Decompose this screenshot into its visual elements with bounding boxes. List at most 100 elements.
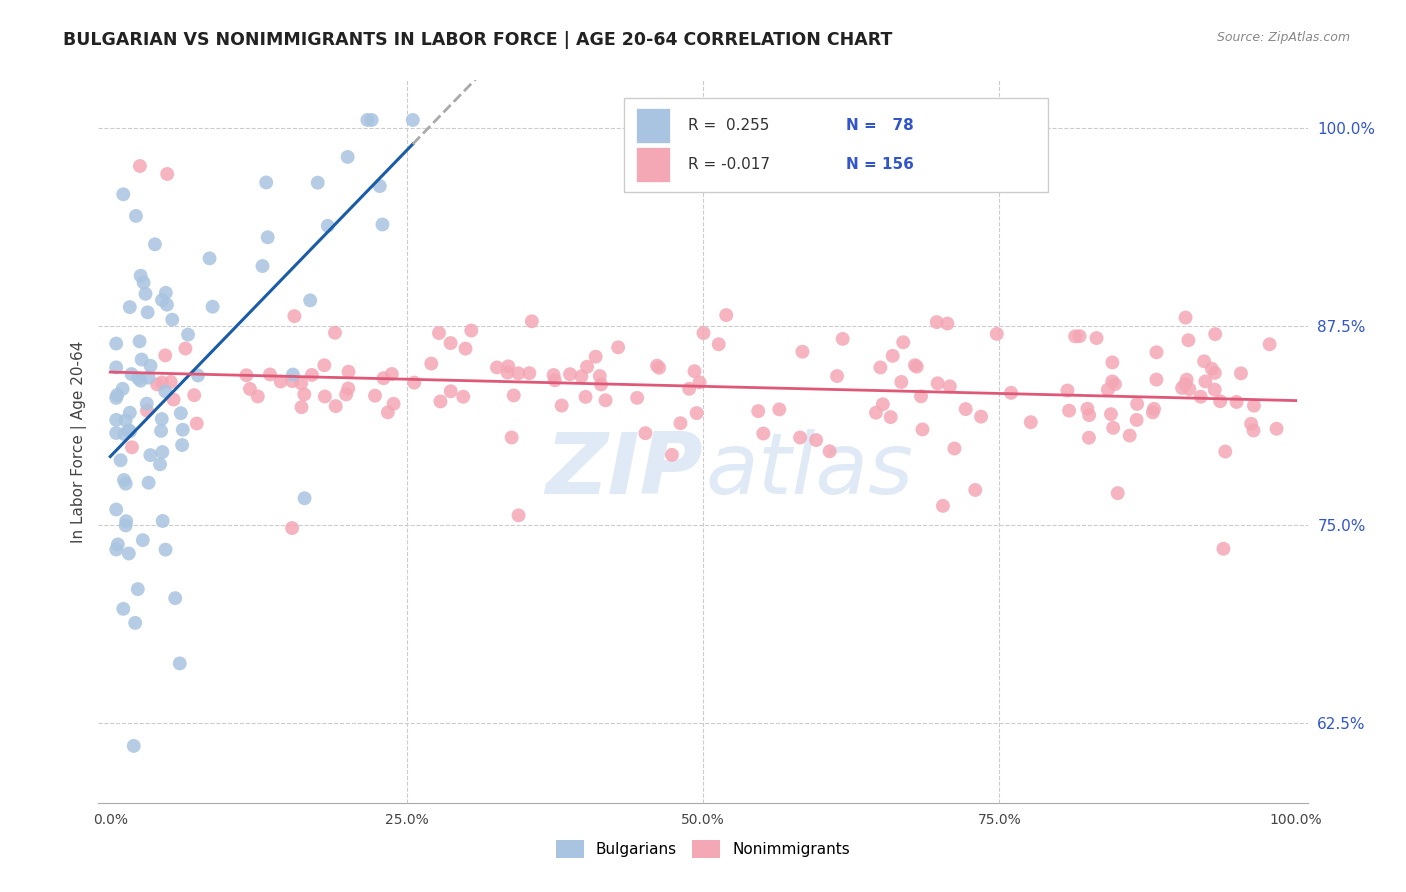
Nonimmigrants [591, 377, 613, 392]
Nonimmigrants [440, 384, 463, 399]
Nonimmigrants [1118, 428, 1140, 442]
Nonimmigrants [558, 367, 581, 381]
Nonimmigrants [174, 342, 197, 356]
Nonimmigrants [932, 499, 955, 513]
Bulgarians [254, 176, 277, 190]
Nonimmigrants [891, 335, 914, 350]
Text: N =   78: N = 78 [845, 119, 914, 133]
Text: R =  0.255: R = 0.255 [689, 119, 770, 133]
Nonimmigrants [1226, 395, 1249, 409]
Nonimmigrants [501, 430, 523, 444]
Bulgarians [138, 475, 160, 490]
Nonimmigrants [692, 326, 714, 340]
Bulgarians [198, 252, 221, 266]
Nonimmigrants [186, 417, 208, 431]
Text: N = 156: N = 156 [845, 157, 914, 172]
Nonimmigrants [1201, 361, 1223, 376]
Nonimmigrants [986, 326, 1008, 341]
FancyBboxPatch shape [624, 98, 1047, 193]
Bulgarians [316, 219, 339, 233]
Nonimmigrants [335, 387, 357, 401]
Nonimmigrants [648, 360, 671, 375]
Nonimmigrants [502, 388, 524, 402]
Nonimmigrants [661, 448, 683, 462]
Bulgarians [105, 336, 128, 351]
Nonimmigrants [831, 332, 853, 346]
Bulgarians [336, 150, 359, 164]
Nonimmigrants [1194, 375, 1216, 389]
Nonimmigrants [789, 430, 811, 444]
Nonimmigrants [1069, 329, 1091, 343]
Nonimmigrants [460, 324, 482, 338]
Nonimmigrants [904, 358, 927, 372]
Nonimmigrants [689, 376, 711, 390]
Nonimmigrants [382, 397, 405, 411]
Nonimmigrants [136, 403, 159, 417]
Text: ZIP: ZIP [546, 429, 703, 512]
Nonimmigrants [911, 422, 934, 436]
Bulgarians [128, 334, 150, 349]
Nonimmigrants [420, 357, 443, 371]
Nonimmigrants [239, 382, 262, 396]
Nonimmigrants [519, 366, 541, 380]
Nonimmigrants [290, 400, 312, 414]
Nonimmigrants [1077, 431, 1099, 445]
Nonimmigrants [337, 365, 360, 379]
Bulgarians [160, 312, 183, 326]
Nonimmigrants [925, 315, 948, 329]
Nonimmigrants [607, 340, 630, 354]
Bulgarians [256, 230, 278, 244]
Nonimmigrants [235, 368, 257, 383]
Nonimmigrants [121, 440, 143, 454]
Nonimmigrants [927, 376, 949, 391]
Nonimmigrants [965, 483, 987, 497]
Bulgarians [135, 396, 157, 410]
Nonimmigrants [427, 326, 450, 340]
Nonimmigrants [626, 391, 648, 405]
Bulgarians [125, 209, 148, 223]
Bulgarians [118, 546, 141, 560]
Nonimmigrants [1057, 403, 1080, 417]
Nonimmigrants [314, 359, 336, 373]
Bulgarians [118, 423, 141, 437]
Nonimmigrants [589, 369, 612, 384]
Bulgarians [402, 113, 425, 128]
Bar [637, 147, 671, 182]
Bulgarians [114, 518, 136, 533]
Bulgarians [281, 368, 304, 382]
Nonimmigrants [543, 368, 565, 382]
Bulgarians [114, 413, 136, 427]
Bulgarians [172, 423, 194, 437]
Nonimmigrants [1177, 333, 1199, 347]
Nonimmigrants [825, 369, 848, 384]
Nonimmigrants [910, 389, 932, 403]
Bulgarians [105, 391, 128, 405]
Nonimmigrants [281, 374, 304, 388]
Nonimmigrants [146, 377, 169, 392]
Nonimmigrants [1104, 377, 1126, 392]
Nonimmigrants [1265, 422, 1288, 436]
Nonimmigrants [634, 426, 657, 441]
Nonimmigrants [451, 390, 474, 404]
Nonimmigrants [1146, 345, 1168, 359]
Bar [637, 109, 671, 143]
Nonimmigrants [1143, 401, 1166, 416]
Nonimmigrants [872, 397, 894, 411]
Nonimmigrants [1192, 354, 1215, 368]
Nonimmigrants [377, 405, 399, 419]
Nonimmigrants [747, 404, 769, 418]
Nonimmigrants [1099, 407, 1122, 421]
Bulgarians [371, 218, 394, 232]
Nonimmigrants [1243, 399, 1265, 413]
Nonimmigrants [1212, 541, 1234, 556]
Bulgarians [165, 591, 187, 606]
Text: atlas: atlas [706, 429, 914, 512]
Nonimmigrants [301, 368, 323, 382]
Nonimmigrants [1078, 408, 1101, 422]
Nonimmigrants [1019, 415, 1042, 429]
Bulgarians [110, 453, 132, 467]
Nonimmigrants [498, 359, 520, 374]
Nonimmigrants [716, 308, 738, 322]
Nonimmigrants [1213, 444, 1236, 458]
Bulgarians [172, 438, 194, 452]
